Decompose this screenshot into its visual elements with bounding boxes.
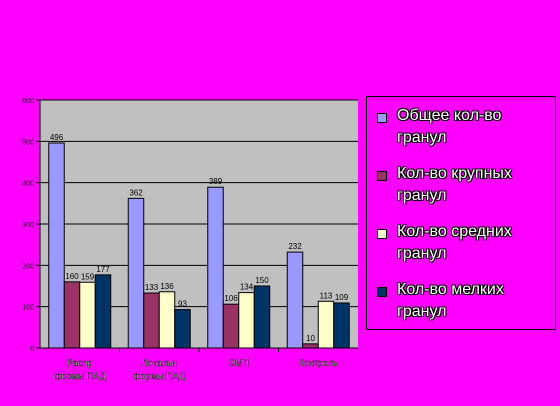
x-tick-label: Локальн формы ПАД [134, 358, 185, 381]
legend-label: Общее кол-во гранул [397, 107, 502, 146]
data-label: 136 [160, 282, 174, 291]
bar [253, 285, 271, 349]
x-tick-label: Распр формы ПАД [54, 358, 105, 381]
data-label: 389 [209, 177, 223, 186]
data-label: 106 [224, 294, 238, 303]
legend-swatch [377, 113, 387, 123]
data-label: 93 [178, 300, 187, 309]
y-tick-label: 400 [22, 181, 34, 188]
y-tick-label: 600 [22, 98, 34, 105]
bar [174, 309, 191, 349]
bar [317, 300, 335, 349]
y-tick-label: 200 [22, 263, 34, 270]
data-label: 232 [288, 242, 302, 251]
bar [158, 291, 176, 349]
legend-swatch [377, 287, 387, 297]
data-label: 159 [81, 272, 95, 281]
axes: 0 100 200 300 400 500 600 Распр формы ПАД Локальн… [22, 98, 358, 381]
y-tick-label: 100 [22, 305, 34, 312]
bar [286, 251, 304, 349]
bar [302, 343, 319, 349]
legend-label: Кол-во средних гранул [397, 223, 512, 262]
bar [63, 281, 81, 349]
bar [143, 292, 160, 349]
bar [94, 274, 112, 349]
bar [207, 186, 224, 349]
bar [222, 303, 240, 349]
data-label: 496 [50, 133, 64, 142]
bar [238, 292, 255, 349]
y-tick-label: 300 [22, 222, 34, 229]
data-label: 362 [129, 188, 143, 197]
data-label: 177 [96, 265, 110, 274]
data-label: 113 [320, 291, 333, 300]
legend-label: Кол-во крупных гранул [397, 165, 512, 204]
legend: Общее кол-во гранул Кол-во крупных гранул… [366, 96, 556, 330]
legend-label: Кол-во мелких гранул [397, 281, 504, 320]
data-label: 134 [240, 283, 254, 292]
data-label: 109 [335, 293, 349, 302]
x-tick-label: Контроль [299, 358, 338, 368]
data-label: 150 [255, 276, 269, 285]
x-tick-label: ЭМП [229, 358, 249, 368]
bars [48, 142, 350, 349]
legend-swatch [377, 171, 387, 181]
data-label: 133 [145, 283, 159, 292]
data-label: 10 [306, 334, 315, 343]
y-tick-label: 0 [30, 346, 34, 353]
bar [48, 142, 65, 349]
bar [333, 302, 350, 349]
bar [127, 197, 145, 349]
legend-swatch [377, 229, 387, 239]
data-label: 160 [65, 272, 79, 281]
y-tick-label: 500 [22, 139, 34, 146]
bar [79, 281, 96, 349]
